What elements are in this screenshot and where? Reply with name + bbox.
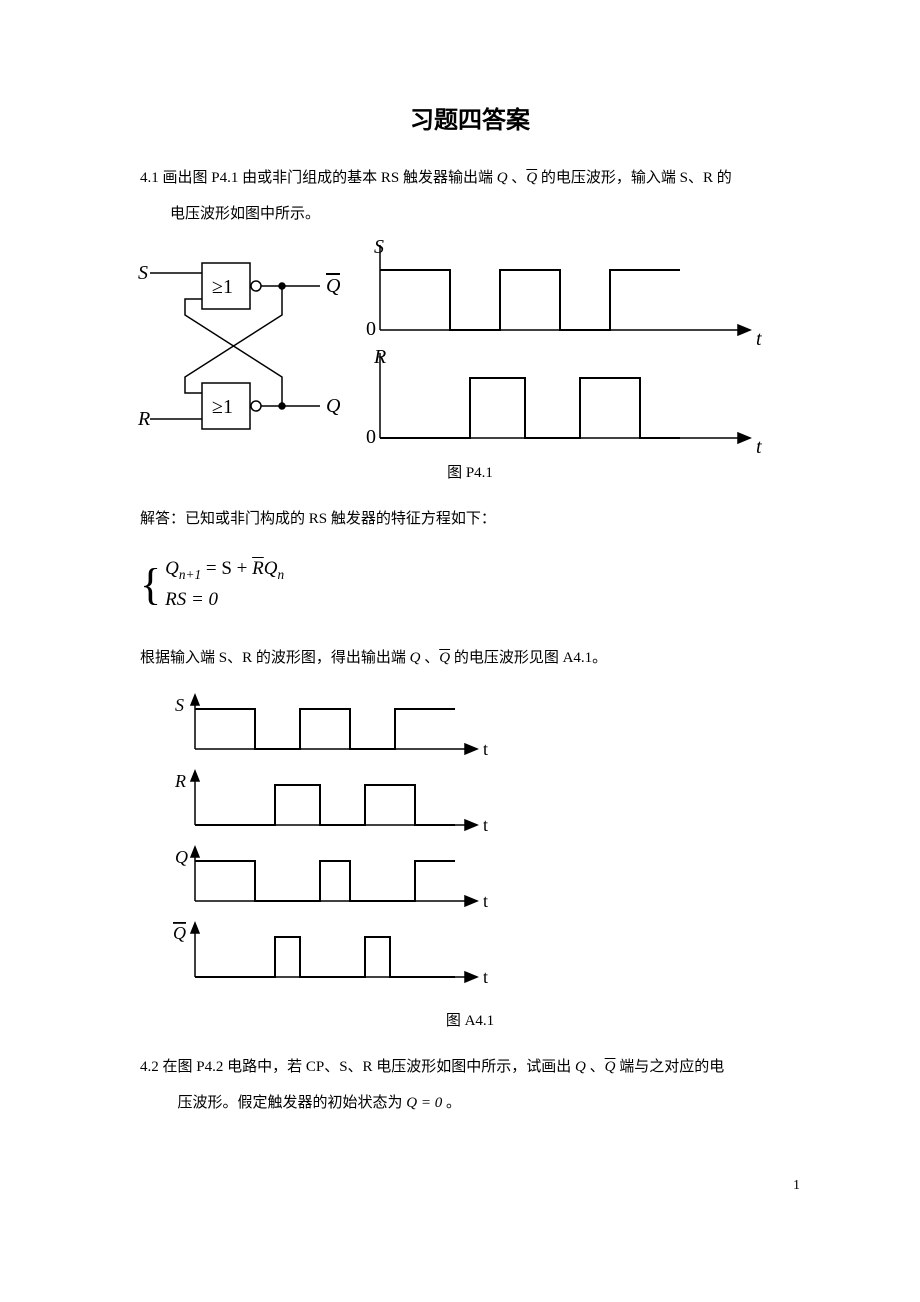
result-b: 的电压波形见图 A4.1。 [454,650,607,666]
result-a: 根据输入端 S、R 的波形图，得出输出端 [140,650,406,666]
q41-result: 根据输入端 S、R 的波形图，得出输出端 Q 、Q 的电压波形见图 A4.1。 [140,643,800,673]
wave-r-zero: 0 [366,426,376,448]
symbol-q: Q [497,170,508,186]
circuit-diagram: S R Q Q ≥1 ≥1 [130,235,340,455]
q42-text-b: 端与之对应的电 [619,1059,724,1075]
figure-a41: St Rt Qt Qt [140,683,800,1003]
svg-text:t: t [483,815,488,835]
symbol-qbar-2: Q [439,651,450,666]
symbol-qbar: Q [526,171,537,186]
svg-text:R: R [174,771,186,791]
output-waveforms: St Rt Qt Qt [140,683,500,1003]
eq-line-2: RS = 0 [165,585,284,615]
page-title: 习题四答案 [140,100,800,135]
q42-text-c: 压波形。假定触发器的初始状态为 [178,1095,403,1111]
svg-text:t: t [483,739,488,759]
svg-text:Q: Q [173,923,186,943]
wave-s-label: S [374,236,384,258]
q41-paragraph: 4.1 画出图 P4.1 由或非门组成的基本 RS 触发器输出端 Q 、Q 的电… [140,163,800,193]
q42-text-d: 。 [446,1095,461,1111]
symbol-qbar-3: Q [605,1060,616,1075]
q42-line2: 压波形。假定触发器的初始状态为 Q = 0 。 [140,1088,800,1118]
figure-p41: S R Q Q ≥1 ≥1 [130,235,800,455]
q41-text-c: 电压波形如图中所示。 [140,199,800,229]
symbol-sep: 、 [508,170,527,186]
wave-r-axis: t [756,436,762,455]
label-r: R [137,408,150,430]
symbol-q0: Q = 0 [406,1095,442,1111]
svg-text:t: t [483,967,488,987]
caption-p41: 图 P4.1 [140,461,800,482]
q42-paragraph: 4.2 在图 P4.2 电路中，若 CP、S、R 电压波形如图中所示，试画出 Q… [140,1052,800,1082]
label-qbar: Q [326,275,340,297]
gate-label-2: ≥1 [212,396,233,418]
input-waveforms: S 0 t R 0 t [340,235,770,455]
label-s: S [138,262,148,284]
svg-text:t: t [483,891,488,911]
symbol-sep-2: 、 [420,650,439,666]
q42-text-a: 4.2 在图 P4.2 电路中，若 CP、S、R 电压波形如图中所示，试画出 [140,1059,571,1075]
wave-r-label: R [373,346,386,368]
page-number: 1 [793,1178,800,1194]
characteristic-equations: { Qn+1 = S + RQn RS = 0 [140,554,800,615]
brace-icon: { [140,563,161,607]
symbol-q-2: Q [410,650,421,666]
solution-intro: 解答：已知或非门构成的 RS 触发器的特征方程如下： [140,504,800,534]
wave-s-zero: 0 [366,318,376,340]
gate-label-1: ≥1 [212,276,233,298]
q41-text-a: 4.1 画出图 P4.1 由或非门组成的基本 RS 触发器输出端 [140,170,493,186]
svg-text:Q: Q [175,847,188,867]
eq-line-1: Qn+1 = S + RQn [165,554,284,585]
svg-text:S: S [175,695,184,715]
label-q: Q [326,395,340,417]
caption-a41: 图 A4.1 [140,1009,800,1030]
symbol-q-3: Q [575,1059,586,1075]
wave-s-axis: t [756,328,762,350]
q41-text-b: 的电压波形，输入端 S、R 的 [541,170,732,186]
symbol-sep-3: 、 [586,1059,605,1075]
